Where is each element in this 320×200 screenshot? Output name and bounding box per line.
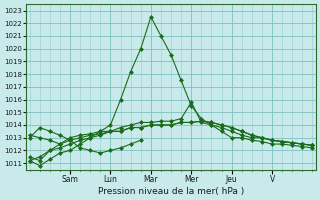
X-axis label: Pression niveau de la mer( hPa ): Pression niveau de la mer( hPa ) [98, 187, 244, 196]
